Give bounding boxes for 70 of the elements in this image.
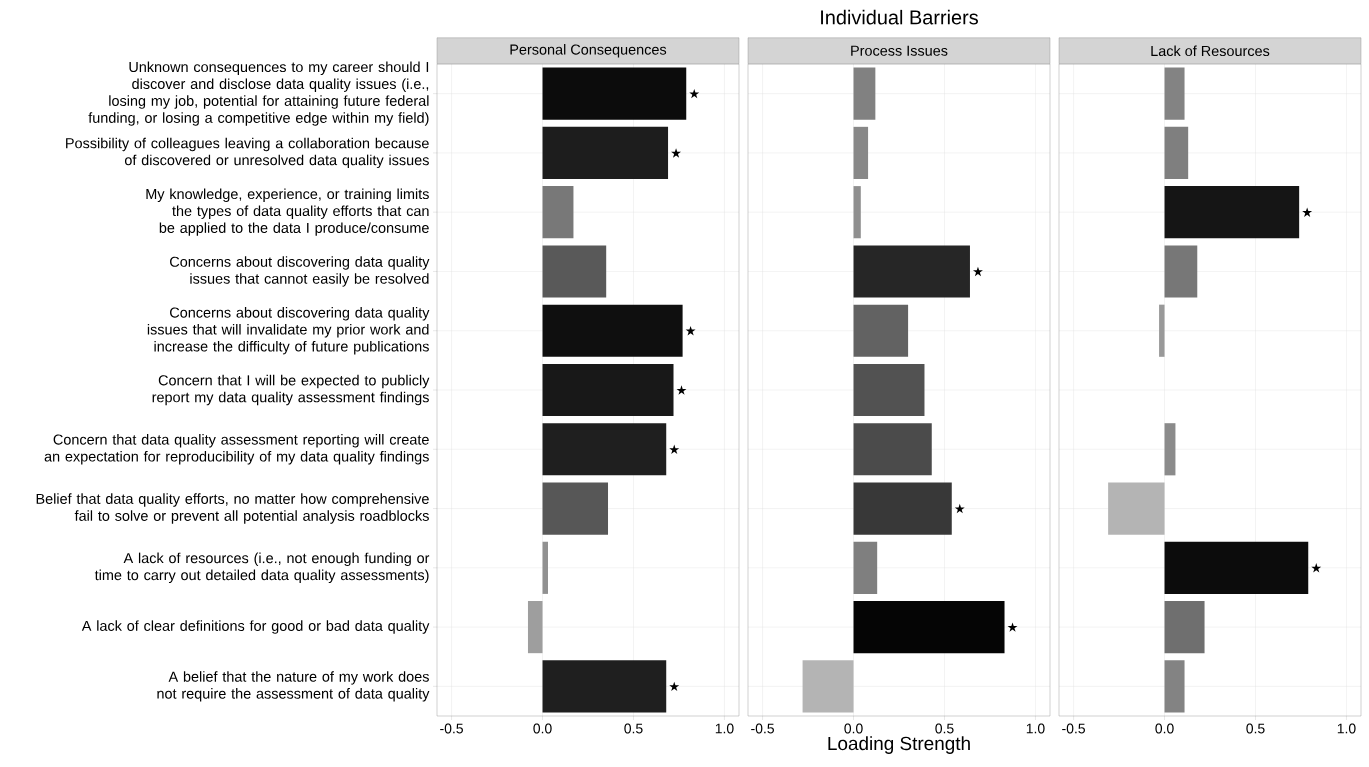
y-tick-label: A belief that the nature of my work does not require the assessment of data quality	[157, 671, 430, 702]
bar	[853, 541, 878, 594]
bar	[853, 126, 869, 179]
x-tick-label: 1.0	[715, 723, 734, 734]
y-tick-label: A lack of resources (i.e., not enough funding or time to carry out detailed data quality assessments)	[94, 552, 430, 584]
x-tick-label: -0.5	[440, 723, 463, 734]
bar	[542, 304, 683, 357]
annotation: ★	[669, 444, 680, 454]
annotation: ★	[954, 503, 965, 514]
bar	[853, 363, 925, 417]
x-tick-label: 0.5	[624, 723, 643, 734]
bar	[853, 423, 932, 476]
chart-subtitle: Process Issues	[851, 45, 948, 56]
annotation: ★	[1302, 207, 1313, 217]
bar	[1164, 67, 1185, 120]
bar	[542, 126, 669, 179]
bar	[853, 304, 909, 357]
bar	[542, 186, 574, 239]
bar	[1164, 541, 1309, 594]
x-axis-title: Loading Strength	[828, 736, 970, 754]
x-tick-label: 0.5	[935, 723, 954, 734]
y-tick-label: Concern that I will be expected to publicly report my data quality assessment findings	[152, 374, 430, 406]
chart-title: Individual Barriers	[821, 9, 978, 25]
y-tick-label: Concerns about discovering data quality issues that cannot easily be resolved	[170, 256, 430, 287]
x-tick-label: 0.0	[533, 723, 552, 734]
x-tick-label: -0.5	[751, 723, 774, 734]
bar	[542, 423, 667, 476]
y-tick-label: Belief that data quality efforts, no matter how comprehensive fail to solve or prevent all potential analysis roadblocks	[36, 493, 429, 524]
x-tick-label: 0.5	[1246, 723, 1265, 734]
bar	[853, 186, 861, 239]
bar	[542, 541, 548, 594]
bar	[542, 660, 667, 713]
bar	[1108, 482, 1165, 535]
x-tick-label: 0.0	[844, 723, 863, 734]
annotation: ★	[685, 326, 696, 336]
annotation: ★	[689, 88, 700, 99]
bar	[853, 245, 970, 298]
annotation: ★	[671, 148, 682, 158]
y-tick-label: A lack of clear definitions for good or bad data quality	[81, 620, 430, 634]
y-tick-label: Possibility of colleagues leaving a collaboration because of discovered or unresolved data quality issues	[66, 137, 429, 169]
chart-subtitle: Personal Consequences	[510, 44, 667, 58]
bar	[1159, 304, 1165, 357]
y-tick-label: My knowledge, experience, or training limits the types of data quality efforts that can be applied to the data I produce/consume	[146, 188, 429, 236]
chart-subtitle: Lack of Resources	[1151, 45, 1270, 57]
x-tick-label: 1.0	[1337, 723, 1356, 734]
bar	[1164, 601, 1205, 654]
x-tick-label: -0.5	[1062, 723, 1085, 734]
bar	[1164, 126, 1189, 179]
y-tick-label: Concerns about discovering data quality issues that will invalidate my prior work and increase the difficulty of future publications	[147, 307, 430, 355]
y-tick-label: Concern that data quality assessment reporting will create an expectation for reproducibility of my data quality findings	[44, 434, 429, 465]
bar	[527, 601, 543, 654]
bar	[853, 482, 952, 535]
annotation: ★	[1007, 622, 1018, 632]
annotation: ★	[1311, 563, 1322, 573]
y-tick-label: Unknown consequences to my career should I discover and disclose data quality issues (i.e., losing my job, potential for attaining future federal funding, or losing a competitive edge within my field)	[88, 61, 429, 126]
annotation: ★	[972, 266, 983, 277]
bar	[853, 67, 876, 120]
x-tick-label: 1.0	[1026, 723, 1045, 734]
annotation: ★	[676, 385, 687, 395]
bar	[802, 660, 854, 713]
bar	[1164, 423, 1176, 476]
annotation: ★	[669, 681, 680, 692]
bar	[542, 363, 674, 417]
bar	[1164, 186, 1300, 239]
bar	[1164, 660, 1185, 713]
x-tick-label: 0.0	[1155, 723, 1174, 734]
bar	[542, 482, 609, 535]
bar	[1164, 245, 1198, 298]
bar	[542, 245, 607, 298]
bar	[853, 601, 1005, 654]
